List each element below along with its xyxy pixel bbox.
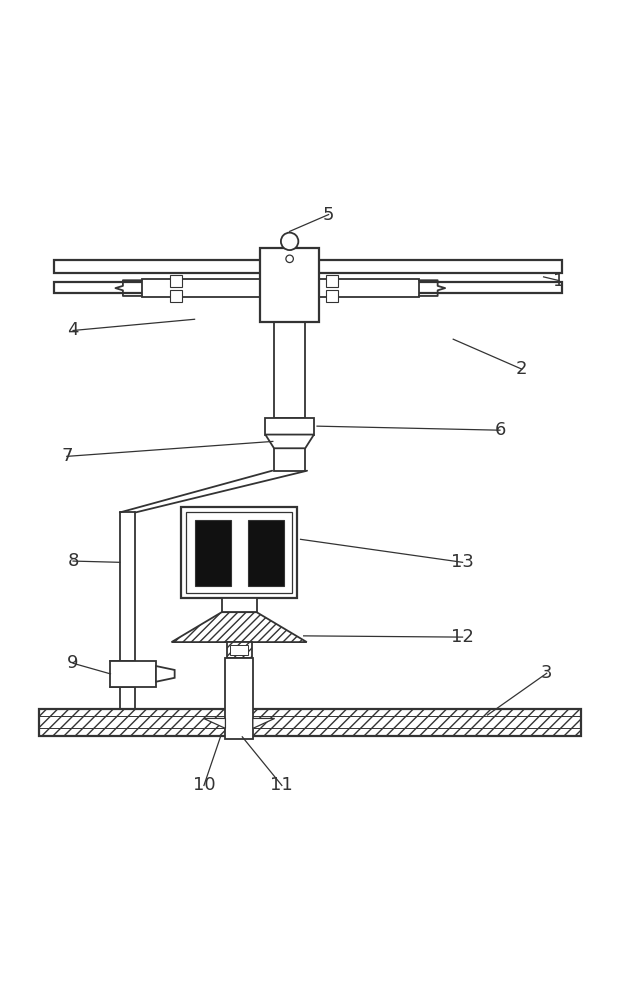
Text: 2: 2 (516, 360, 528, 378)
Bar (141, 279, 260, 297)
Bar (326, 275, 337, 287)
Bar (170, 275, 182, 287)
Bar (54, 260, 562, 273)
Text: 9: 9 (68, 654, 79, 672)
Text: 5: 5 (323, 206, 334, 224)
Polygon shape (156, 666, 175, 682)
Text: 1: 1 (553, 272, 565, 290)
Polygon shape (253, 718, 275, 728)
Bar (110, 661, 156, 687)
Bar (326, 290, 337, 302)
Bar (181, 507, 297, 598)
Bar (54, 282, 562, 293)
Bar (222, 598, 257, 612)
Bar (195, 520, 231, 586)
Text: 13: 13 (451, 553, 474, 571)
Text: 7: 7 (61, 447, 73, 465)
Text: 6: 6 (495, 421, 506, 439)
Circle shape (286, 255, 294, 263)
Polygon shape (172, 612, 307, 642)
Polygon shape (265, 435, 314, 448)
Bar (227, 642, 252, 658)
Bar (265, 418, 314, 435)
Bar (230, 645, 248, 655)
Text: 12: 12 (451, 628, 474, 646)
Bar (39, 709, 581, 736)
Bar (225, 658, 253, 739)
Text: 3: 3 (541, 664, 553, 682)
Text: 4: 4 (68, 321, 79, 339)
Bar (274, 322, 305, 418)
Bar (319, 279, 419, 297)
Text: 11: 11 (270, 776, 293, 794)
Circle shape (281, 233, 299, 250)
Bar (186, 512, 292, 593)
Bar (247, 520, 284, 586)
Bar (170, 290, 182, 302)
Bar (260, 248, 319, 322)
Polygon shape (203, 718, 225, 728)
Text: 8: 8 (68, 552, 79, 570)
Text: 10: 10 (193, 776, 215, 794)
Bar (274, 448, 305, 471)
